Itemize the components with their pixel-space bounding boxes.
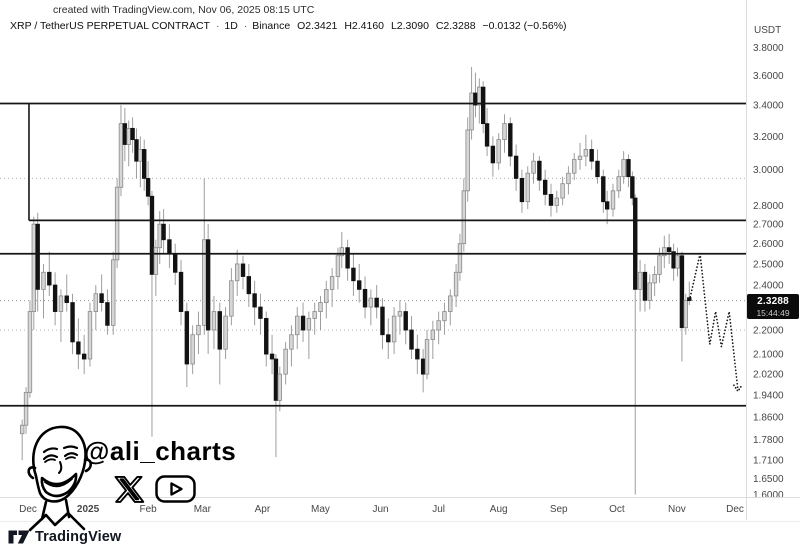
svg-text:May: May [311,504,330,515]
svg-text:Mar: Mar [194,504,212,515]
svg-text:Sep: Sep [550,504,568,515]
svg-text:2.8000: 2.8000 [753,201,784,212]
watermark-handle: @ali_charts [84,436,237,466]
svg-text:2025: 2025 [77,504,100,515]
exchange-label: Binance [252,20,291,32]
projection-drawing [688,253,743,393]
svg-text:2.6000: 2.6000 [753,239,784,250]
last-price-value: 2.3288 [757,296,789,307]
svg-text:2.2000: 2.2000 [753,326,784,337]
axis-currency-label: USDT [754,25,782,36]
svg-text:Dec: Dec [726,504,744,515]
tradingview-mark-icon [8,530,30,544]
svg-text:2.0200: 2.0200 [753,370,784,381]
time-axis[interactable]: Dec 2025 Feb Mar Apr May Jun Jul Aug Sep Oct Nov Dec [19,504,744,515]
svg-text:3.6000: 3.6000 [753,71,784,82]
svg-text:2.7000: 2.7000 [753,220,784,231]
svg-text:2.1000: 2.1000 [753,350,784,361]
svg-text:3.4000: 3.4000 [753,101,784,112]
tradingview-logo[interactable]: TradingView [8,527,121,547]
ali-face-watermark [27,425,93,532]
svg-text:Oct: Oct [609,504,625,515]
svg-text:Apr: Apr [255,504,271,515]
axis-separators [0,0,800,522]
x-twitter-icon [114,475,145,503]
ohlc-low: L2.3090 [390,20,429,32]
support-resistance-lines [0,102,746,407]
svg-text:1.6500: 1.6500 [753,474,784,485]
svg-text:3.0000: 3.0000 [753,165,784,176]
tradingview-wordmark: TradingView [35,529,122,545]
symbol-name: XRP / TetherUS PERPETUAL CONTRACT [10,20,210,32]
svg-text:1.9400: 1.9400 [753,391,784,402]
credit-line: created with TradingView.com, Nov 06, 20… [53,4,315,16]
interval-label: 1D [224,20,238,32]
svg-text:1.7800: 1.7800 [753,435,784,446]
svg-text:1.8600: 1.8600 [753,412,784,423]
ohlc-open: O2.3421 [297,20,338,32]
ohlc-high: H2.4160 [344,20,385,32]
play-button-icon [155,475,196,503]
svg-text:3.8000: 3.8000 [753,43,784,54]
ohlc-close: C2.3288 [435,20,476,32]
svg-text:3.2000: 3.2000 [753,132,784,143]
svg-text:Jun: Jun [372,504,388,515]
svg-text:Jul: Jul [432,504,445,515]
bar-countdown: 15:44:49 [756,308,790,318]
separator-dot: · [243,20,248,32]
change-value: −0.0132 (−0.56%) [482,20,567,32]
svg-text:Feb: Feb [139,504,157,515]
svg-text:2.5000: 2.5000 [753,259,784,270]
svg-text:Nov: Nov [668,504,686,515]
svg-text:1.7100: 1.7100 [753,456,784,467]
svg-text:1.6000: 1.6000 [753,490,784,501]
svg-text:2.4000: 2.4000 [753,281,784,292]
svg-text:Aug: Aug [490,504,508,515]
symbol-header: XRP / TetherUS PERPETUAL CONTRACT · 1D · B… [10,20,571,32]
separator-dot: · [215,20,220,32]
price-axis[interactable]: 3.8000 3.6000 3.4000 3.2000 3.0000 2.8000 2.70… [753,43,784,501]
svg-text:Dec: Dec [19,504,37,515]
last-price-badge: 2.3288 15:44:49 [747,294,799,319]
candlestick-series [19,66,692,495]
